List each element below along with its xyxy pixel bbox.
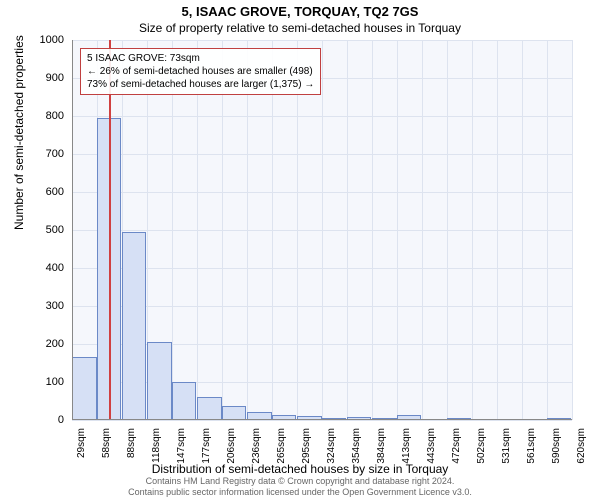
histogram-bar: [172, 382, 197, 420]
histogram-bar: [222, 406, 247, 420]
y-tick-label: 300: [24, 300, 64, 312]
grid-line-vertical: [347, 40, 348, 420]
info-box: 5 ISAAC GROVE: 73sqm ← 26% of semi-detac…: [80, 48, 321, 95]
info-line-smaller: ← 26% of semi-detached houses are smalle…: [87, 65, 314, 78]
y-tick-label: 500: [24, 224, 64, 236]
grid-line-vertical: [472, 40, 473, 420]
y-tick-label: 900: [24, 72, 64, 84]
grid-line-vertical: [322, 40, 323, 420]
grid-line-vertical: [247, 40, 248, 420]
property-marker-line: [109, 40, 111, 420]
grid-line-vertical: [397, 40, 398, 420]
y-axis-line: [72, 40, 73, 420]
grid-line-vertical: [272, 40, 273, 420]
page-title-1: 5, ISAAC GROVE, TORQUAY, TQ2 7GS: [0, 0, 600, 19]
histogram-bar: [197, 397, 222, 420]
grid-line-vertical: [172, 40, 173, 420]
attribution: Contains HM Land Registry data © Crown c…: [0, 476, 600, 498]
grid-line-vertical: [297, 40, 298, 420]
chart-area: 01002003004005006007008009001000 29sqm58…: [72, 40, 572, 420]
grid-line-vertical: [372, 40, 373, 420]
grid-line-horizontal: [72, 420, 572, 421]
grid-line-vertical: [572, 40, 573, 420]
attribution-line-2: Contains public sector information licen…: [0, 487, 600, 498]
histogram-bar: [147, 342, 172, 420]
grid-line-vertical: [547, 40, 548, 420]
histogram-bar: [72, 357, 97, 420]
grid-line-vertical: [497, 40, 498, 420]
page-title-2: Size of property relative to semi-detach…: [0, 19, 600, 35]
grid-line-vertical: [447, 40, 448, 420]
histogram-bar: [122, 232, 147, 420]
y-tick-label: 400: [24, 262, 64, 274]
y-tick-label: 700: [24, 148, 64, 160]
y-tick-label: 0: [24, 414, 64, 426]
info-line-property: 5 ISAAC GROVE: 73sqm: [87, 52, 314, 65]
y-tick-label: 100: [24, 376, 64, 388]
y-tick-label: 600: [24, 186, 64, 198]
x-axis-line: [72, 419, 572, 420]
info-line-larger: 73% of semi-detached houses are larger (…: [87, 78, 314, 91]
x-axis-label: Distribution of semi-detached houses by …: [0, 462, 600, 476]
y-axis-label: Number of semi-detached properties: [12, 35, 26, 230]
y-tick-label: 800: [24, 110, 64, 122]
attribution-line-1: Contains HM Land Registry data © Crown c…: [0, 476, 600, 487]
grid-line-vertical: [522, 40, 523, 420]
grid-line-vertical: [197, 40, 198, 420]
y-tick-label: 1000: [24, 34, 64, 46]
grid-line-vertical: [222, 40, 223, 420]
y-tick-label: 200: [24, 338, 64, 350]
grid-line-vertical: [422, 40, 423, 420]
